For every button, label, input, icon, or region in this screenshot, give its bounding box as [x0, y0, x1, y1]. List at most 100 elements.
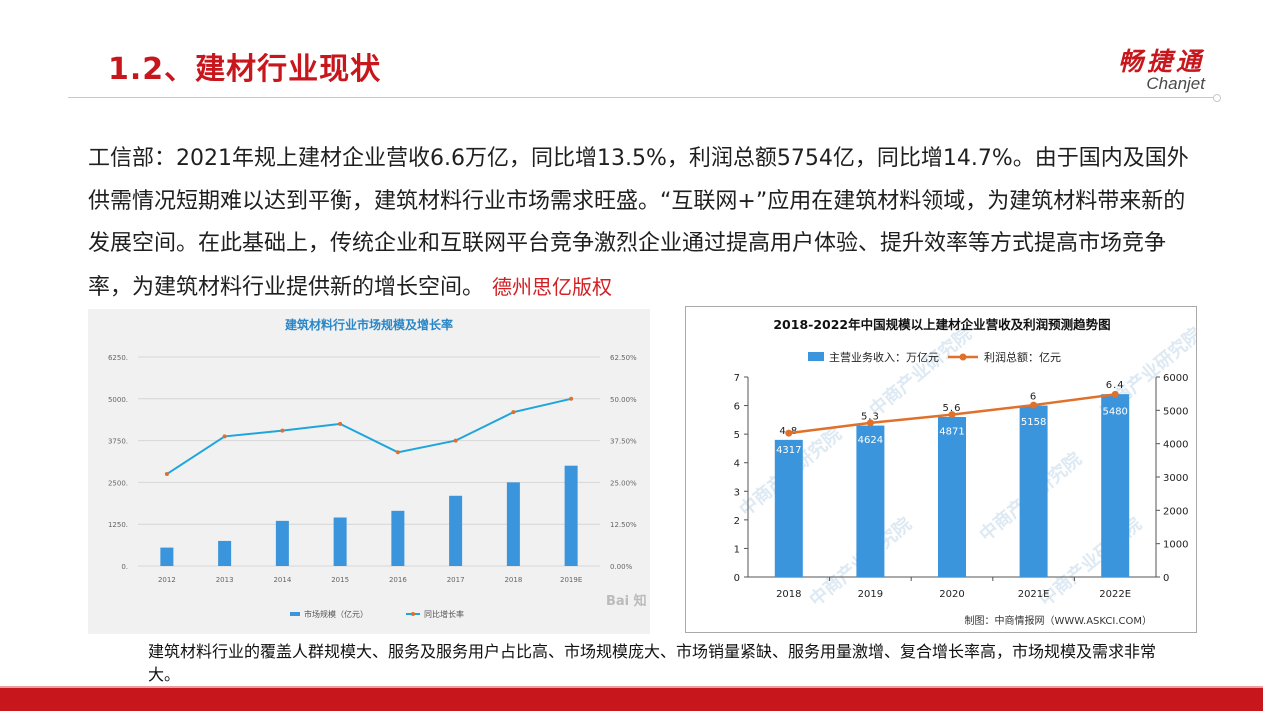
legend-swatch-bar: [290, 612, 300, 616]
x-tick-label: 2021E: [1018, 589, 1050, 600]
bar: [564, 465, 578, 566]
y-left-tick-label: 5000.: [108, 396, 128, 404]
x-tick-label: 2013: [216, 576, 234, 584]
bar: [160, 547, 174, 566]
line-point: [453, 438, 458, 443]
line-point: [395, 450, 400, 455]
line-point: [280, 428, 285, 433]
bar: [1101, 394, 1130, 577]
y-right-tick-label: 6000: [1163, 373, 1188, 384]
line-point: [569, 396, 574, 401]
title-divider: [68, 97, 1218, 98]
y-right-tick-label: 1000: [1163, 540, 1188, 551]
brand-logo: 畅捷通 Chanjet: [1118, 42, 1205, 94]
x-tick-label: 2016: [389, 576, 407, 584]
logo-chinese: 畅捷通: [1117, 47, 1205, 76]
market-size-chart-svg: 建筑材料行业市场规模及增长率 0. 0.00% 1250. 12.50% 2500. 25.…: [108, 317, 647, 619]
y-right-tick-label: 0.00%: [610, 563, 633, 571]
y-left-tick-label: 2: [734, 516, 740, 527]
footer-stripe-light: [0, 686, 1263, 688]
legend-label-bar: 市场规模（亿元）: [304, 609, 368, 619]
line-point: [1030, 401, 1038, 409]
legend-label-bar: 主营业务收入：万亿元: [829, 350, 939, 364]
x-tick-label: 2022E: [1099, 589, 1131, 600]
line-data-label: 5480: [1102, 406, 1127, 417]
line-data-label: 4624: [858, 435, 883, 446]
y-right-tick-label: 4000: [1163, 440, 1188, 451]
line-point: [222, 434, 227, 439]
chart-caption: 建筑材料行业的覆盖人群规模大、服务及服务用户占比高、市场规模庞大、市场销量紧缺、…: [148, 642, 1157, 684]
y-right-tick-label: 0: [1163, 573, 1169, 584]
legend-swatch-line-dot: [959, 353, 967, 361]
x-tick-label: 2018: [504, 576, 522, 584]
y-right-tick-label: 3000: [1163, 473, 1188, 484]
x-tick-label: 2015: [331, 576, 349, 584]
line-point: [164, 472, 169, 477]
y-left-tick-label: 6250.: [108, 354, 128, 362]
chart-title: 2018-2022年中国规模以上建材企业营收及利润预测趋势图: [773, 317, 1110, 332]
series-line: [166, 397, 572, 475]
copyright-note: 德州思亿版权: [492, 274, 613, 299]
bar-data-label: 6.4: [1106, 380, 1125, 391]
y-right-tick-label: 12.50%: [610, 521, 637, 529]
legend-swatch-bar: [808, 352, 824, 361]
watermark: Bai 知: [606, 593, 647, 609]
line-point: [785, 429, 793, 437]
bar: [1019, 405, 1048, 577]
y-left-tick-label: 1: [734, 544, 740, 555]
x-tick-label: 2020: [939, 589, 964, 600]
line-data-label: 5158: [1021, 417, 1046, 428]
x-tick-label: 2017: [447, 576, 465, 584]
line-point: [338, 421, 343, 426]
bar: [449, 495, 463, 566]
bar: [333, 517, 347, 566]
y-left-tick-label: 3: [734, 487, 740, 498]
line-point: [511, 410, 516, 415]
y-left-tick-label: 7: [734, 373, 740, 384]
y-left-tick-label: 6: [734, 402, 740, 413]
y-left-tick-label: 2500.: [108, 479, 128, 487]
line-point: [866, 419, 874, 427]
x-tick-label: 2018: [776, 589, 801, 600]
line-point: [1111, 390, 1119, 398]
bar: [218, 540, 232, 566]
legend-swatch-line-dot: [411, 612, 415, 616]
y-left-tick-label: 1250.: [108, 521, 128, 529]
x-tick-label: 2019: [858, 589, 883, 600]
revenue-profit-chart-svg: 中商产业研究院中商产业研究院中商产业研究院中商产业研究院中商产业研究院中商产业研…: [734, 317, 1206, 627]
bar: [391, 510, 405, 566]
divider-end-dot: [1213, 94, 1221, 102]
x-tick-label: 2019E: [560, 576, 582, 584]
y-left-tick-label: 4: [734, 459, 740, 470]
slide-title: 1.2、建材行业现状: [108, 52, 382, 87]
y-right-tick-label: 37.50%: [610, 438, 637, 446]
bar: [506, 482, 520, 566]
bar: [856, 425, 885, 577]
bar-data-label: 6: [1030, 392, 1037, 403]
line-data-label: 4317: [776, 445, 801, 456]
bar: [774, 439, 803, 577]
line-point: [948, 411, 956, 419]
logo-english: Chanjet: [1146, 74, 1205, 93]
y-right-tick-label: 62.50%: [610, 354, 637, 362]
y-left-tick-label: 0: [734, 573, 740, 584]
y-left-tick-label: 5: [734, 430, 740, 441]
y-right-tick-label: 5000: [1163, 406, 1188, 417]
paragraph-text: 工信部：2021年规上建材企业营收6.6万亿，同比增13.5%，利润总额5754…: [88, 146, 1189, 300]
bar: [938, 417, 966, 577]
chart-source: 制图：中商情报网（WWW.ASKCI.COM）: [965, 614, 1153, 627]
footer-stripe: [0, 688, 1263, 711]
bar-data-label: 5.6: [943, 403, 962, 414]
y-right-tick-label: 50.00%: [610, 396, 637, 404]
y-right-tick-label: 2000: [1163, 506, 1188, 517]
market-size-chart: 建筑材料行业市场规模及增长率 0. 0.00% 1250. 12.50% 2500. 25.…: [88, 309, 650, 634]
y-left-tick-label: 0.: [121, 563, 128, 571]
bar-data-label: 5.3: [861, 412, 880, 423]
legend-label-line: 同比增长率: [424, 609, 464, 619]
y-right-tick-label: 25.00%: [610, 479, 637, 487]
body-paragraph: 工信部：2021年规上建材企业营收6.6万亿，同比增13.5%，利润总额5754…: [88, 138, 1200, 309]
x-tick-label: 2014: [273, 576, 291, 584]
bar: [275, 520, 289, 566]
line-data-label: 4871: [939, 427, 964, 438]
chart-title: 建筑材料行业市场规模及增长率: [284, 317, 453, 332]
